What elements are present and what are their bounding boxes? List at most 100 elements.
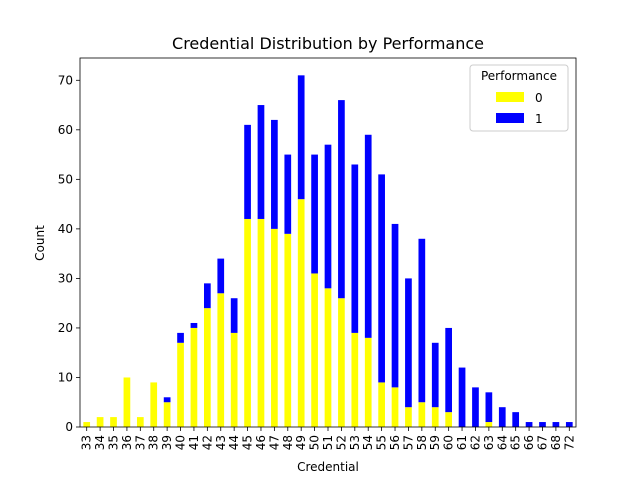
y-tick-label: 10 bbox=[58, 370, 73, 384]
x-tick-label: 58 bbox=[415, 435, 429, 450]
bar-54-perf-1 bbox=[364, 134, 372, 338]
x-tick-label: 55 bbox=[375, 435, 389, 450]
bar-44-perf-0 bbox=[230, 332, 238, 427]
legend: Performance 0 1 bbox=[469, 64, 569, 132]
bar-48-perf-1 bbox=[284, 154, 292, 234]
axes-layer: 33 34 35 36 37 38 39 40 41 42 43 44 45 46 47 48 49 50 51 52… bbox=[58, 57, 577, 450]
bar-50-perf-1 bbox=[311, 154, 318, 274]
legend-label-0: 0 bbox=[535, 91, 543, 105]
x-tick-label: 34 bbox=[93, 435, 107, 450]
bar-53-perf-0 bbox=[351, 332, 359, 427]
legend-swatch-0 bbox=[496, 92, 524, 102]
bar-55-perf-1 bbox=[378, 174, 385, 383]
bar-49-perf-1 bbox=[297, 75, 305, 200]
x-tick-label: 48 bbox=[281, 435, 295, 450]
plot-frame bbox=[79, 57, 577, 428]
bar-59-perf-1 bbox=[431, 342, 439, 408]
x-tick-label: 43 bbox=[214, 435, 228, 450]
bar-51-perf-1 bbox=[324, 144, 332, 289]
x-tick-label: 40 bbox=[174, 435, 188, 450]
y-axis-label: Count bbox=[33, 225, 47, 261]
x-tick-label: 68 bbox=[549, 435, 563, 450]
bar-54-perf-0 bbox=[364, 337, 372, 427]
bar-58-perf-0 bbox=[418, 402, 426, 427]
x-tick-label: 38 bbox=[147, 435, 161, 450]
bar-36-perf-0 bbox=[123, 377, 131, 427]
x-tick-label: 54 bbox=[361, 435, 375, 450]
bar-47-perf-1 bbox=[271, 119, 278, 229]
y-tick-label: 20 bbox=[58, 321, 73, 335]
bar-40-perf-1 bbox=[177, 332, 184, 343]
bar-52-perf-1 bbox=[338, 100, 345, 299]
bar-49-perf-0 bbox=[297, 199, 305, 427]
x-tick-label: 67 bbox=[535, 435, 549, 450]
x-axis-label: Credential bbox=[297, 460, 359, 474]
legend-label-1: 1 bbox=[535, 112, 543, 126]
bar-37-perf-0 bbox=[136, 417, 144, 427]
bar-64-perf-1 bbox=[498, 407, 506, 427]
bar-46-perf-1 bbox=[257, 105, 265, 219]
bar-50-perf-0 bbox=[311, 273, 318, 427]
bar-62-perf-1 bbox=[472, 387, 479, 427]
x-tick-label: 42 bbox=[200, 435, 214, 450]
bar-56-perf-1 bbox=[391, 223, 399, 388]
bar-58-perf-1 bbox=[418, 238, 426, 403]
bar-48-perf-0 bbox=[284, 233, 292, 427]
bar-39-perf-1 bbox=[163, 397, 171, 403]
y-tick-label: 70 bbox=[58, 73, 73, 87]
x-tick-label: 72 bbox=[562, 435, 576, 450]
bar-45-perf-0 bbox=[244, 218, 251, 427]
bar-55-perf-0 bbox=[378, 382, 385, 427]
x-tick-label: 44 bbox=[227, 435, 241, 450]
x-tick-label: 47 bbox=[267, 435, 281, 450]
bar-63-perf-1 bbox=[485, 392, 493, 423]
legend-swatch-1 bbox=[496, 113, 524, 123]
x-tick-label: 51 bbox=[321, 435, 335, 450]
chart-title: Credential Distribution by Performance bbox=[172, 34, 484, 53]
bar-41-perf-0 bbox=[190, 327, 198, 427]
x-tick-label: 56 bbox=[388, 435, 402, 450]
y-tick-label: 50 bbox=[58, 172, 73, 186]
x-tick-label: 39 bbox=[160, 435, 174, 450]
bar-39-perf-0 bbox=[163, 402, 171, 427]
x-tick-label: 37 bbox=[133, 435, 147, 450]
bar-63-perf-0 bbox=[485, 422, 493, 427]
bar-40-perf-0 bbox=[177, 342, 184, 427]
bar-61-perf-1 bbox=[458, 367, 466, 427]
bar-53-perf-1 bbox=[351, 164, 359, 333]
x-tick-label: 64 bbox=[495, 435, 509, 450]
bar-44-perf-1 bbox=[230, 298, 238, 333]
bar-66-perf-1 bbox=[525, 422, 533, 427]
bar-46-perf-0 bbox=[257, 218, 265, 427]
bar-52-perf-0 bbox=[338, 298, 345, 427]
x-tick-label: 65 bbox=[509, 435, 523, 450]
x-tick-label: 46 bbox=[254, 435, 268, 450]
x-tick-label: 63 bbox=[482, 435, 496, 450]
bar-41-perf-1 bbox=[190, 322, 198, 328]
y-tick-label: 30 bbox=[58, 271, 73, 285]
bar-47-perf-0 bbox=[271, 228, 278, 427]
bar-38-perf-0 bbox=[150, 382, 158, 427]
bar-67-perf-1 bbox=[539, 422, 546, 427]
x-tick-label: 66 bbox=[522, 435, 536, 450]
x-tick-label: 36 bbox=[120, 435, 134, 450]
x-tick-label: 49 bbox=[294, 435, 308, 450]
bar-68-perf-1 bbox=[552, 422, 560, 427]
x-tick-label: 61 bbox=[455, 435, 469, 450]
bar-33-perf-0 bbox=[83, 422, 91, 427]
x-tick-label: 50 bbox=[308, 435, 322, 450]
x-tick-label: 52 bbox=[334, 435, 348, 450]
y-tick-label: 40 bbox=[58, 222, 73, 236]
bar-43-perf-0 bbox=[217, 293, 225, 427]
x-tick-label: 33 bbox=[80, 435, 94, 450]
bar-57-perf-1 bbox=[405, 278, 412, 408]
bar-60-perf-1 bbox=[445, 327, 452, 413]
bar-59-perf-0 bbox=[431, 407, 439, 427]
bar-56-perf-0 bbox=[391, 387, 399, 427]
x-tick-label: 57 bbox=[401, 435, 415, 450]
legend-title: Performance bbox=[481, 69, 557, 83]
x-tick-label: 41 bbox=[187, 435, 201, 450]
bars-layer bbox=[83, 75, 573, 427]
